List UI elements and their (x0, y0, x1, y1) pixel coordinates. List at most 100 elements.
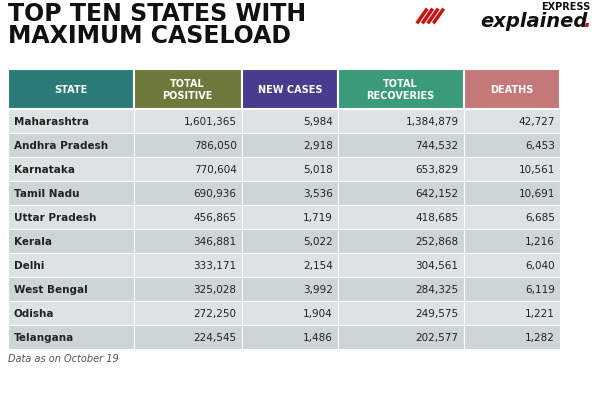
Bar (338, 205, 464, 229)
Text: 10,561: 10,561 (518, 164, 555, 175)
Text: 272,250: 272,250 (194, 308, 236, 318)
Text: 1,216: 1,216 (525, 236, 555, 246)
Bar (8, 134, 134, 157)
Bar (338, 301, 464, 325)
Text: 224,545: 224,545 (193, 332, 236, 342)
Bar (8, 254, 134, 277)
Text: 642,152: 642,152 (415, 189, 458, 198)
Bar (338, 134, 464, 157)
Bar (242, 277, 338, 301)
Bar (242, 205, 338, 229)
Text: 786,050: 786,050 (194, 141, 236, 151)
Text: Uttar Pradesh: Uttar Pradesh (14, 213, 97, 222)
Text: .: . (583, 12, 590, 31)
Bar (427, 9, 440, 25)
Text: 770,604: 770,604 (194, 164, 236, 175)
Text: 42,727: 42,727 (518, 117, 555, 127)
Text: 1,384,879: 1,384,879 (406, 117, 458, 127)
Text: 202,577: 202,577 (416, 332, 458, 342)
Text: 252,868: 252,868 (415, 236, 458, 246)
Bar (242, 110, 338, 134)
Bar (464, 254, 560, 277)
Text: MAXIMUM CASELOAD: MAXIMUM CASELOAD (8, 24, 291, 48)
Bar (242, 325, 338, 349)
Bar (8, 110, 134, 134)
Bar (8, 229, 134, 254)
Text: 5,018: 5,018 (303, 164, 333, 175)
Bar (8, 70, 134, 110)
Bar (338, 157, 464, 182)
Bar (134, 325, 242, 349)
Text: 744,532: 744,532 (415, 141, 458, 151)
Bar (242, 157, 338, 182)
Bar (338, 254, 464, 277)
Text: 6,119: 6,119 (525, 284, 555, 294)
Text: 3,992: 3,992 (303, 284, 333, 294)
Text: explained: explained (481, 12, 588, 31)
Text: 249,575: 249,575 (415, 308, 458, 318)
Bar (8, 205, 134, 229)
Text: Odisha: Odisha (14, 308, 55, 318)
Bar (338, 182, 464, 205)
Bar (242, 254, 338, 277)
Text: Telangana: Telangana (14, 332, 74, 342)
Bar (464, 182, 560, 205)
Bar (134, 277, 242, 301)
Text: DEATHS: DEATHS (490, 85, 533, 95)
Bar (242, 70, 338, 110)
Text: West Bengal: West Bengal (14, 284, 88, 294)
Bar (338, 277, 464, 301)
Bar (242, 134, 338, 157)
Text: 325,028: 325,028 (194, 284, 236, 294)
Text: EXPRESS: EXPRESS (541, 2, 590, 12)
Text: TOTAL
POSITIVE: TOTAL POSITIVE (163, 79, 213, 101)
Text: 6,685: 6,685 (525, 213, 555, 222)
Text: TOP TEN STATES WITH: TOP TEN STATES WITH (8, 2, 306, 26)
Text: 1,486: 1,486 (303, 332, 333, 342)
Bar (8, 301, 134, 325)
Text: 6,453: 6,453 (525, 141, 555, 151)
Bar (8, 157, 134, 182)
Text: 346,881: 346,881 (193, 236, 236, 246)
Text: 10,691: 10,691 (518, 189, 555, 198)
Text: Tamil Nadu: Tamil Nadu (14, 189, 79, 198)
Text: NEW CASES: NEW CASES (257, 85, 322, 95)
Text: Maharashtra: Maharashtra (14, 117, 89, 127)
Text: Delhi: Delhi (14, 261, 44, 270)
Text: 2,154: 2,154 (303, 261, 333, 270)
Bar (8, 182, 134, 205)
Bar (415, 9, 428, 25)
Text: 456,865: 456,865 (193, 213, 236, 222)
Bar (464, 134, 560, 157)
Bar (338, 70, 464, 110)
Text: 333,171: 333,171 (193, 261, 236, 270)
Bar (464, 277, 560, 301)
Bar (464, 157, 560, 182)
Text: 690,936: 690,936 (194, 189, 236, 198)
Bar (464, 70, 560, 110)
Text: Data as on October 19: Data as on October 19 (8, 353, 119, 363)
Bar (134, 254, 242, 277)
Bar (242, 301, 338, 325)
Text: 1,282: 1,282 (525, 332, 555, 342)
Text: TOTAL
RECOVERIES: TOTAL RECOVERIES (367, 79, 435, 101)
Text: 6,040: 6,040 (525, 261, 555, 270)
Bar (134, 301, 242, 325)
Bar (464, 205, 560, 229)
Text: 5,022: 5,022 (303, 236, 333, 246)
Text: 284,325: 284,325 (415, 284, 458, 294)
Text: 1,601,365: 1,601,365 (184, 117, 236, 127)
Bar (464, 110, 560, 134)
Bar (134, 229, 242, 254)
Bar (134, 110, 242, 134)
Text: Kerala: Kerala (14, 236, 52, 246)
Bar (242, 182, 338, 205)
Bar (134, 70, 242, 110)
Text: 5,984: 5,984 (303, 117, 333, 127)
Bar (464, 301, 560, 325)
Bar (8, 325, 134, 349)
Text: Andhra Pradesh: Andhra Pradesh (14, 141, 108, 151)
Bar (338, 110, 464, 134)
Text: 418,685: 418,685 (415, 213, 458, 222)
Text: 1,221: 1,221 (525, 308, 555, 318)
